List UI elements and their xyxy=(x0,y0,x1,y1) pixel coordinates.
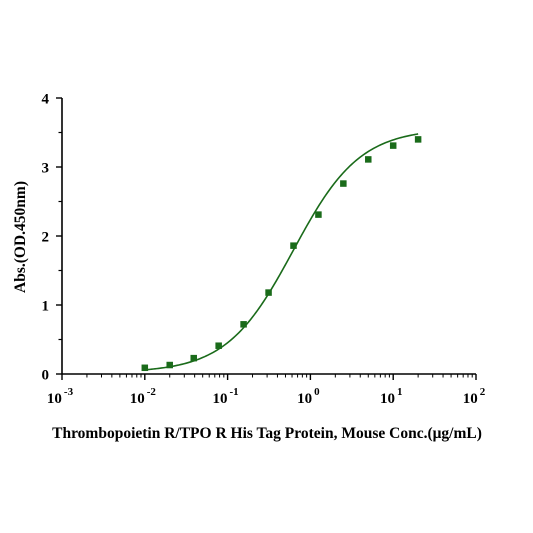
x-tick-label: 10 1 xyxy=(380,386,403,407)
y-tick-label: 3 xyxy=(42,161,50,177)
x-tick-label: 10 2 xyxy=(463,386,486,407)
data-point xyxy=(166,361,173,369)
data-point xyxy=(215,342,222,349)
x-tick-labels: 10 -3 10 -2 10 -1 10 0 10 1 10 2 xyxy=(47,386,486,407)
data-point xyxy=(365,156,372,163)
x-tick-label: 10 0 xyxy=(297,386,320,407)
x-tick-label: 10 -1 xyxy=(213,386,239,407)
fit-curve-layer xyxy=(144,133,419,371)
data-point xyxy=(190,354,197,362)
x-tick-label: 10 -2 xyxy=(130,386,157,407)
y-axis-title: Abs.(OD.450nm) xyxy=(12,181,29,293)
axes xyxy=(56,97,477,380)
x-axis-title: Thrombopoietin R/TPO R His Tag Protein, … xyxy=(52,425,482,442)
fit-curve xyxy=(144,133,419,371)
y-tick-label: 0 xyxy=(42,368,50,384)
data-point xyxy=(340,180,347,187)
data-point xyxy=(265,289,272,296)
data-point xyxy=(389,142,397,149)
data-points-layer xyxy=(141,136,422,372)
x-tick-label: 10 -3 xyxy=(47,386,74,407)
data-point xyxy=(240,321,247,328)
y-tick-label: 1 xyxy=(42,299,50,315)
y-tick-label: 2 xyxy=(42,230,50,246)
y-tick-labels: 0 1 2 3 4 xyxy=(42,92,50,384)
data-point xyxy=(290,242,297,249)
y-tick-label: 4 xyxy=(42,92,50,108)
data-point xyxy=(141,364,149,372)
data-point xyxy=(315,211,322,218)
data-point xyxy=(414,136,422,143)
